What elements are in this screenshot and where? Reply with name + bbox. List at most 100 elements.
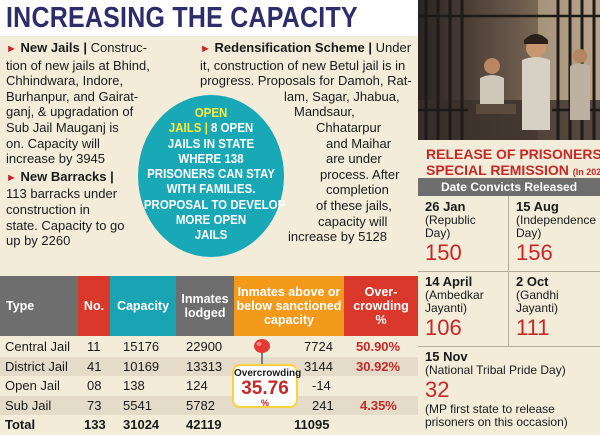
cell-no: 08 [87, 378, 102, 393]
redensification-block: ► Redensification Scheme | Under it, con… [200, 40, 416, 245]
release-occasion: (Independence [516, 213, 597, 227]
title-bar: INCREASING THE CAPACITY [0, 0, 418, 36]
table-header-type: Type [0, 276, 78, 336]
open-jails-circle: OPEN JAILS | 8 OPEN JAILS IN STATE WHERE… [138, 95, 285, 257]
release-occasion: Jayanti) [425, 301, 468, 315]
new-barracks-block: ► New Barracks | 113 barracks under cons… [6, 169, 166, 249]
release-title-line: SPECIAL REMISSION [426, 162, 569, 178]
release-entry: 14 April (Ambedkar Jayanti) 106 [425, 275, 484, 341]
new-jails-line: increase by 3945 [6, 151, 106, 167]
release-count: 106 [425, 315, 462, 340]
release-occasion: Jayanti) [516, 301, 559, 315]
new-jails-column: ► New Jails | Construc- tion of new jail… [6, 40, 166, 249]
redensification-line: completion [326, 182, 389, 198]
redensification-line: lam, Sagar, Jhabua, [284, 88, 400, 104]
cell-above: 7724 [304, 339, 333, 354]
release-entry: 15 Aug (Independence Day) 156 [516, 200, 596, 266]
open-jails-line: JAILS | 8 OPEN [144, 121, 278, 136]
redensification-line: Chhatarpur [316, 119, 382, 135]
table-header-over-line: Over- [364, 285, 398, 299]
cell-type: Sub Jail [5, 397, 52, 413]
cell-over: 50.90% [356, 339, 401, 354]
new-jails-line: Construc- [90, 40, 148, 55]
redensification-line: process. After [320, 166, 400, 182]
new-jails-block: ► New Jails | Construc- tion of new jail… [6, 40, 166, 167]
table-row: Open Jail 08 138 124 -14 [0, 376, 418, 396]
release-occasion: (Ambedkar [425, 288, 484, 302]
new-jails-line: Sub Jail Mauganj is [6, 119, 119, 135]
open-jails-line: MORE OPEN [175, 213, 247, 228]
overcrowding-value: 35.76 [241, 378, 289, 399]
open-jails-line: WHERE 138 [178, 151, 244, 166]
release-occasion: Day) [425, 226, 451, 240]
release-occasion: Day) [516, 226, 542, 240]
cell-over: 30.92% [356, 358, 401, 374]
new-barracks-line: 113 barracks under [6, 186, 118, 202]
release-title-line: RELEASE OF PRISONERS, [426, 146, 600, 162]
release-count: 156 [516, 240, 553, 265]
new-barracks-line: construction in [6, 201, 90, 217]
table-header-over: Over- crowding % [344, 276, 418, 336]
new-barracks-heading: New Barracks | [20, 168, 114, 184]
table-header-over-line: % [375, 313, 387, 327]
cell-over: 4.35% [360, 397, 397, 413]
redensification-line: Mandsaur, [294, 104, 355, 120]
open-jails-line: JAILS IN STATE [167, 136, 255, 151]
open-jails-highlight: OPEN [194, 106, 228, 120]
cell-type: Open Jail [5, 378, 60, 393]
table-header-inmates-line: lodged [184, 306, 226, 320]
release-panel: RELEASE OF PRISONERS, SPECIAL REMISSION … [418, 140, 600, 435]
new-jails-line: tion of new jails at Bhind, [6, 57, 150, 73]
table-header-above-line: below sanctioned [236, 299, 342, 313]
table-header-inmates: Inmates lodged [176, 276, 234, 336]
redensification-line: Under [375, 40, 412, 55]
cell-type: Central Jail [5, 339, 71, 354]
redensification-line: of these jails, [316, 197, 392, 213]
redensification-line: are under [326, 151, 382, 167]
cell-inmates: 124 [186, 378, 208, 393]
redensification-line: capacity will [318, 213, 388, 229]
table-header-inmates-line: Inmates [181, 292, 229, 306]
open-jails-line: PRISONERS CAN STAY [147, 167, 275, 182]
cell-capacity: 10169 [123, 358, 160, 374]
open-jails-line: WITH FAMILIES. [166, 182, 256, 197]
new-jails-line: Burhanpur, and Gairat- [6, 88, 139, 104]
release-entry: 2 Oct (Gandhi Jayanti) 111 [516, 275, 559, 341]
cell-capacity: 138 [123, 378, 145, 393]
cell-above: 3144 [304, 358, 333, 374]
new-jails-heading: New Jails | [20, 40, 88, 55]
table-header-no: No. [78, 276, 110, 336]
table-row: Central Jail 11 15176 22900 7724 50.90% [0, 337, 418, 357]
release-occasion: (Gandhi [516, 288, 559, 302]
redensification-column: ► Redensification Scheme | Under it, con… [200, 40, 416, 245]
new-barracks-line: up by 2260 [6, 233, 71, 249]
cell-type: Total [5, 417, 36, 432]
release-date: 14 April [425, 274, 473, 289]
redensification-line: it, construction of new Betul jail is in [200, 57, 406, 73]
cell-type: District Jail [5, 358, 68, 374]
new-jails-line: ganj, & upgradation of [6, 104, 134, 120]
arrow-icon: ► [6, 171, 17, 184]
new-jails-line: on. Capacity will [6, 135, 100, 151]
redensification-line: progress. Proposals for Damoh, Rat- [200, 73, 412, 89]
cell-no: 11 [87, 339, 101, 354]
arrow-icon: ► [200, 43, 211, 55]
release-year: (In 2025) [572, 167, 600, 177]
redensification-line: increase by 5128 [288, 229, 388, 245]
prison-illustration-art [418, 0, 600, 140]
cell-no: 133 [84, 417, 106, 432]
overcrowding-label: Overcrowding [234, 368, 302, 379]
release-date: 2 Oct [516, 274, 549, 289]
capacity-table: Type No. Capacity Inmates lodged Inmates… [0, 276, 418, 435]
open-jails-text: 8 OPEN [211, 121, 254, 136]
release-title: RELEASE OF PRISONERS, SPECIAL REMISSION … [426, 146, 600, 180]
cell-capacity: 15176 [123, 339, 160, 354]
cell-inmates: 13313 [186, 358, 223, 374]
open-jails-highlight: JAILS | [168, 121, 208, 136]
table-row-total: Total 133 31024 42119 11095 [0, 415, 418, 435]
cell-no: 73 [87, 397, 102, 413]
table-row: District Jail 41 10169 13313 3144 30.92% [0, 356, 418, 376]
release-note: prisoners on this occasion) [425, 415, 568, 429]
prison-illustration [418, 0, 600, 140]
divider [418, 271, 600, 272]
